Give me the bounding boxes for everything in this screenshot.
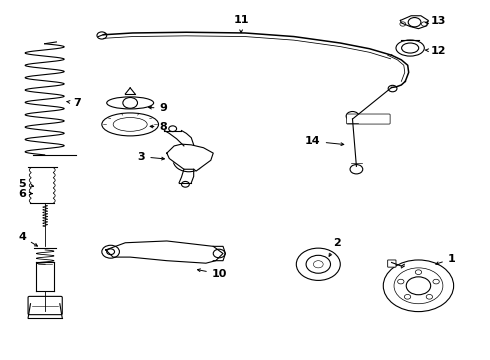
Ellipse shape [107,97,154,109]
Circle shape [296,248,340,280]
Circle shape [350,165,363,174]
Text: 7: 7 [67,98,81,108]
Circle shape [404,294,411,299]
FancyBboxPatch shape [346,114,390,124]
Circle shape [213,249,225,258]
Circle shape [394,268,443,304]
Text: 5: 5 [19,179,34,189]
FancyBboxPatch shape [388,260,396,267]
Text: 9: 9 [148,103,168,113]
Circle shape [180,154,197,167]
Circle shape [102,245,120,258]
Text: 8: 8 [150,122,167,132]
Circle shape [173,149,204,172]
Text: 14: 14 [305,136,344,146]
Circle shape [107,249,115,255]
Circle shape [421,22,427,26]
Text: 2: 2 [329,238,341,256]
Circle shape [169,126,176,132]
Text: 11: 11 [233,15,249,33]
Polygon shape [400,16,428,29]
Circle shape [408,18,421,27]
Circle shape [400,22,406,26]
Circle shape [397,279,404,284]
Polygon shape [106,241,223,263]
Circle shape [433,279,440,284]
Text: 3: 3 [138,152,165,162]
Ellipse shape [113,117,147,131]
Circle shape [306,255,331,273]
Ellipse shape [102,113,159,136]
Circle shape [123,98,138,108]
Circle shape [314,261,323,268]
Text: 10: 10 [197,269,227,279]
Circle shape [383,260,454,312]
Text: 1: 1 [436,254,456,265]
Polygon shape [167,144,213,171]
Circle shape [97,32,107,39]
Ellipse shape [402,43,418,53]
Circle shape [406,277,431,295]
Text: 13: 13 [425,17,446,27]
Circle shape [416,270,421,274]
Text: 4: 4 [18,232,37,246]
Text: 6: 6 [18,189,32,199]
FancyBboxPatch shape [28,296,62,315]
Circle shape [388,85,397,92]
Circle shape [346,112,359,121]
Circle shape [181,181,189,187]
Circle shape [426,294,433,299]
Text: 12: 12 [425,46,446,56]
Ellipse shape [396,40,424,56]
